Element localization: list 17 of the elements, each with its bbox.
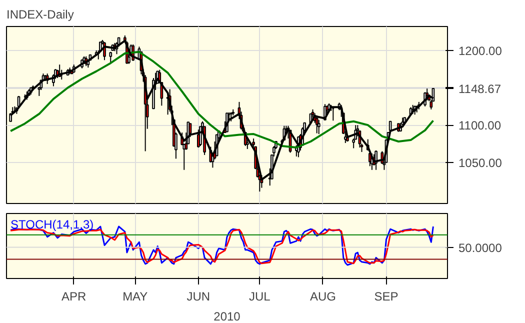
candlestick [374,150,378,170]
x-tick-label: SEP [374,290,398,304]
x-tick-label: JUL [248,290,271,304]
x-tick-label: JUN [186,290,210,304]
y-tick-label: 1200.00 [458,44,502,58]
candlestick [317,119,320,135]
annotation: STOCH(14,1,3) [10,218,94,232]
x-tick-label: APR [62,290,87,304]
x-tick-label: MAY [122,290,148,304]
x-tick-label: AUG [310,290,336,304]
candlestick [315,114,318,134]
y-tick-label: 1050.00 [458,156,502,170]
x-axis-title: 2010 [214,310,241,323]
y-tick-label: 1100.00 [458,118,502,133]
text: 50.0000 [458,240,502,255]
y-tick-label: 1148.67 [458,82,502,96]
chart-title: INDEX-Daily [6,8,74,22]
